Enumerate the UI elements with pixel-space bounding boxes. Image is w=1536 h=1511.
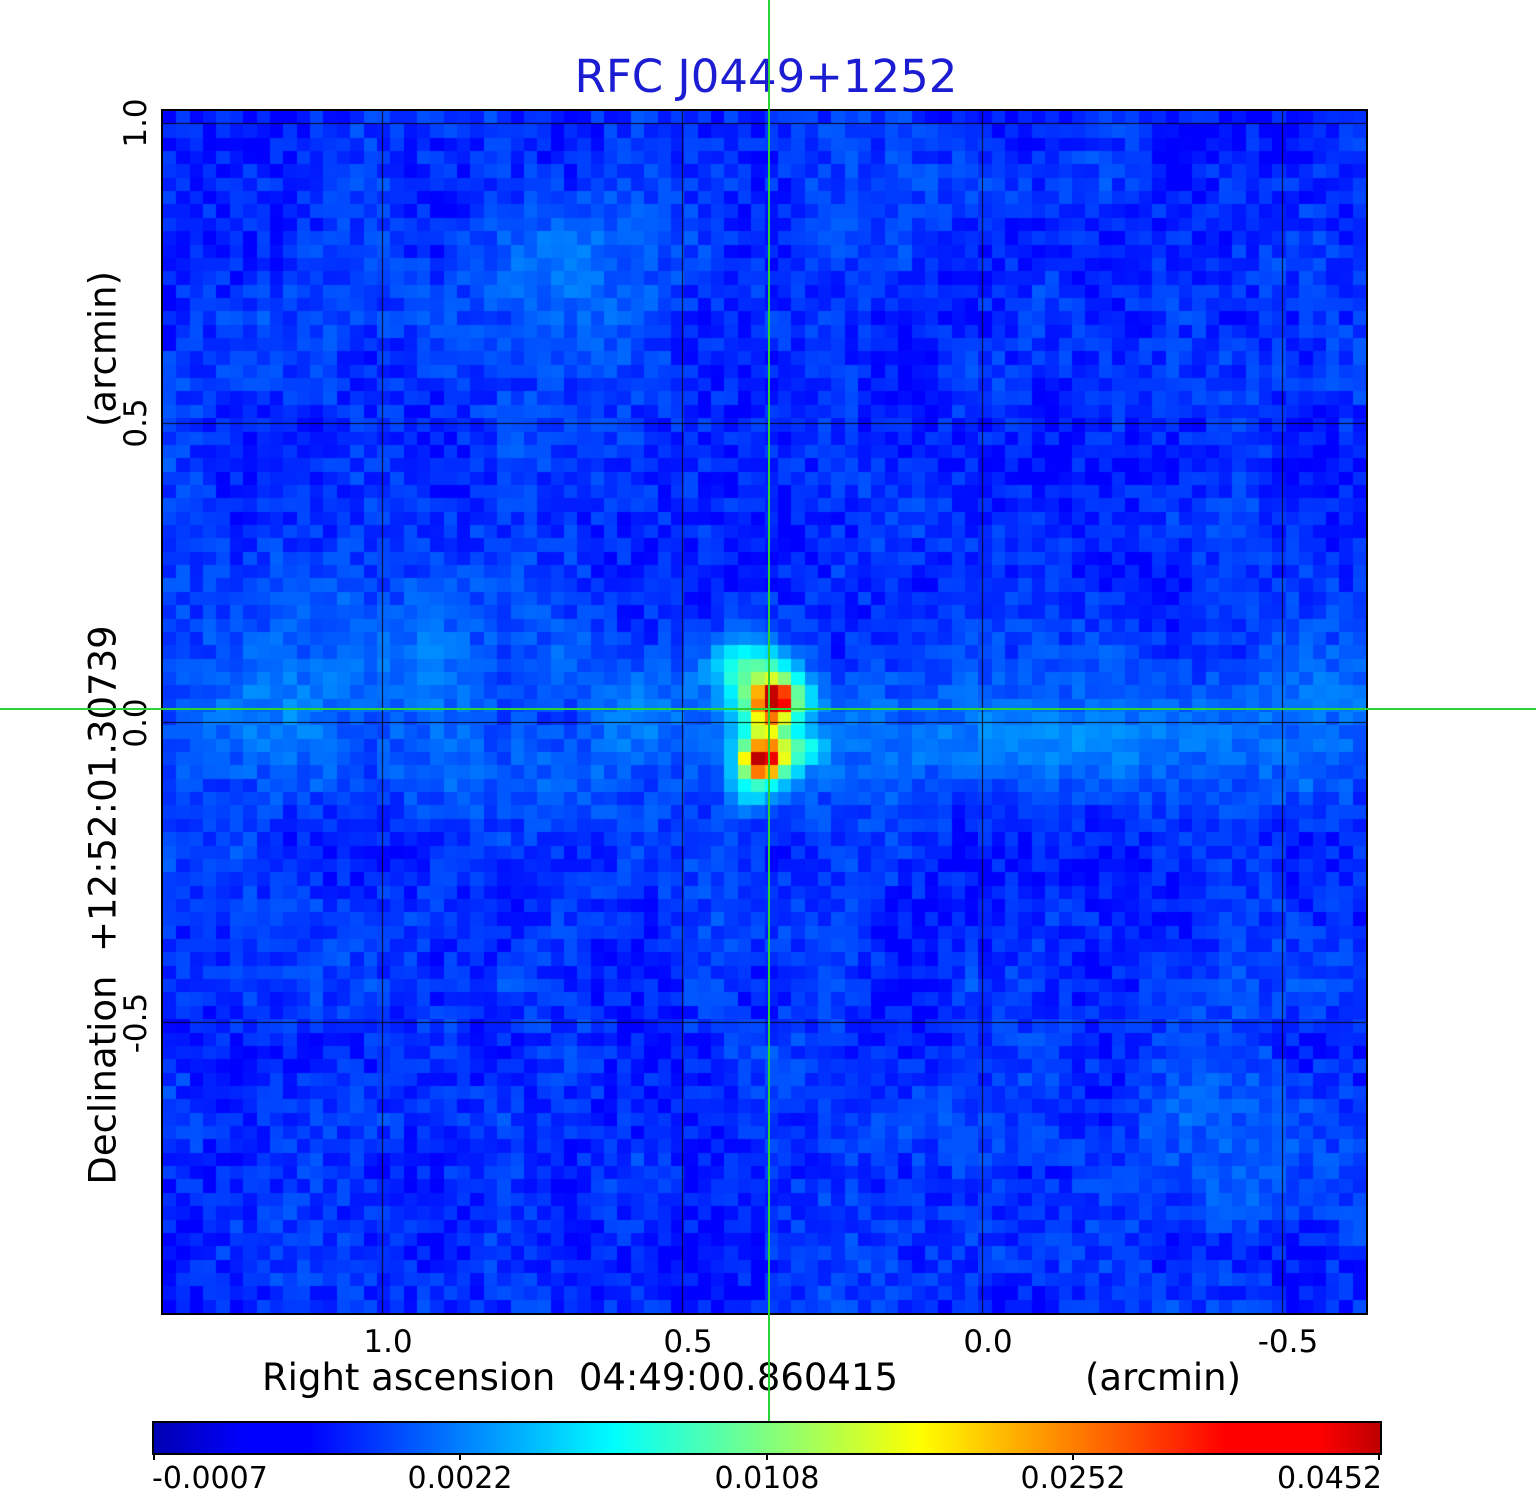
colorbar-label: 0.0108 [714, 1461, 820, 1496]
colorbar-label: 0.0022 [407, 1461, 513, 1496]
sky-map-canvas [163, 111, 1366, 1313]
colorbar-tick [1378, 1453, 1380, 1460]
x-axis-label: Right ascension 04:49:00.860415 [261, 1356, 899, 1399]
x-tick-label: -0.5 [1257, 1324, 1319, 1360]
colorbar-tick [153, 1453, 155, 1460]
x-tick-label: 0.5 [663, 1324, 713, 1360]
plot-title: RFC J0449+1252 [574, 50, 958, 103]
x-tick-label: 0.0 [963, 1324, 1013, 1360]
y-axis-unit: (arcmin) [81, 270, 125, 428]
colorbar-label: 0.0452 [1277, 1461, 1382, 1496]
colorbar-tick [459, 1453, 461, 1460]
crosshair-vertical-line [768, 0, 770, 1421]
colorbar-tick [1072, 1453, 1074, 1460]
x-tick-label: 1.0 [363, 1324, 413, 1360]
colorbar [152, 1421, 1382, 1455]
colorbar-tick [766, 1453, 768, 1460]
crosshair-horizontal-line [0, 708, 1536, 710]
y-tick-label: 1.0 [118, 98, 154, 148]
plot-frame [161, 109, 1368, 1315]
x-axis-unit: (arcmin) [1084, 1356, 1242, 1399]
colorbar-label: -0.0007 [152, 1461, 268, 1496]
colorbar-label: 0.0252 [1020, 1461, 1126, 1496]
colorbar-canvas [154, 1423, 1380, 1453]
